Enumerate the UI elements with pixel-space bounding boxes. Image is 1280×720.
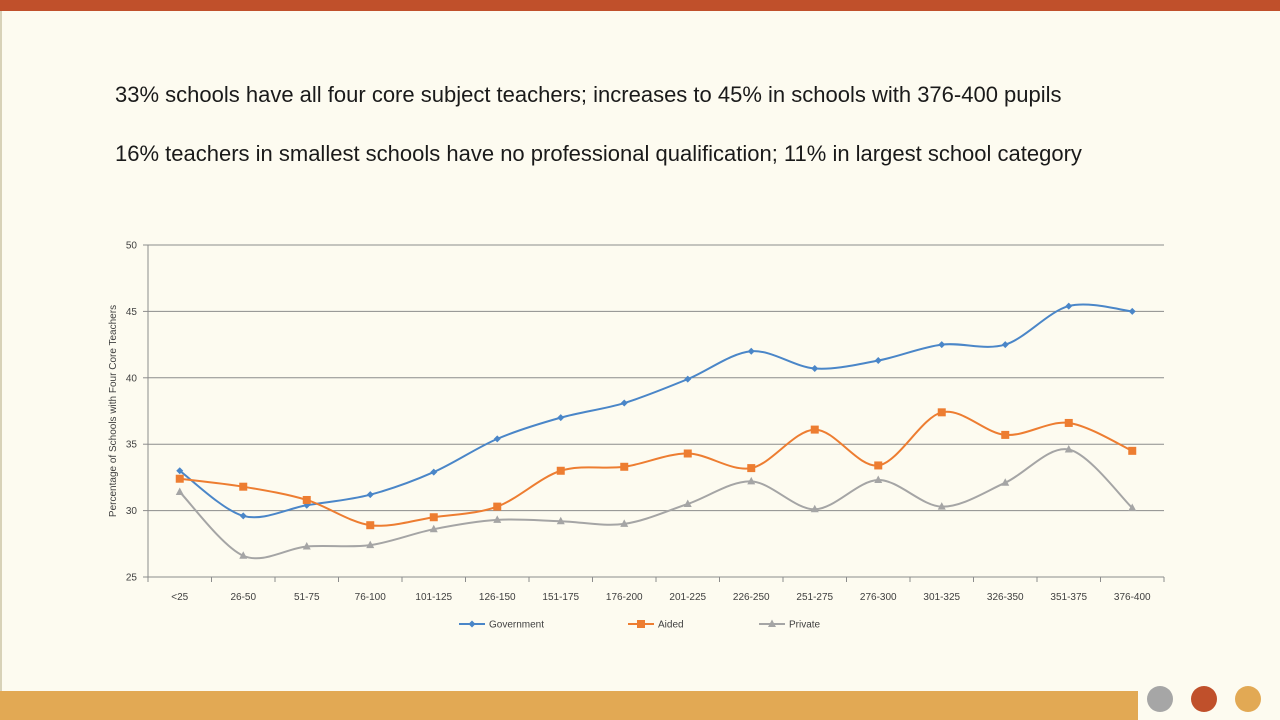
legend-label-private: Private bbox=[789, 620, 821, 631]
legend-swatch-marker bbox=[637, 620, 645, 628]
x-tick-label: 76-100 bbox=[355, 592, 387, 603]
x-tick-label: 101-125 bbox=[415, 592, 452, 603]
data-point-private bbox=[1001, 478, 1010, 486]
data-point-aided bbox=[1128, 446, 1137, 455]
legend-label-aided: Aided bbox=[658, 620, 684, 631]
data-point-government bbox=[684, 375, 692, 383]
data-point-government bbox=[747, 347, 755, 355]
series-line-aided bbox=[179, 410, 1133, 527]
data-point-aided bbox=[366, 521, 375, 530]
data-point-government bbox=[430, 468, 438, 476]
x-tick-label: 176-200 bbox=[606, 592, 643, 603]
data-point-government bbox=[811, 365, 819, 373]
data-point-government bbox=[1128, 307, 1136, 315]
x-tick-label: 351-375 bbox=[1050, 592, 1087, 603]
top-accent-bar bbox=[0, 0, 1280, 11]
data-point-aided bbox=[1001, 430, 1010, 439]
data-point-private bbox=[556, 516, 565, 525]
x-tick-label: 151-175 bbox=[542, 592, 579, 603]
data-point-government bbox=[176, 467, 184, 475]
legend-label-government: Government bbox=[489, 620, 544, 631]
x-tick-label: <25 bbox=[171, 592, 188, 603]
data-point-government bbox=[239, 512, 247, 520]
y-axis-label: Percentage of Schools with Four Core Tea… bbox=[108, 305, 119, 517]
headline-qualification: 16% teachers in smallest schools have no… bbox=[115, 141, 1082, 166]
nav-dot-gray bbox=[1147, 686, 1173, 712]
legend-swatch-marker bbox=[468, 620, 476, 628]
legend-item-aided: Aided bbox=[628, 620, 684, 631]
x-tick-label: 326-350 bbox=[987, 592, 1024, 603]
data-point-private bbox=[1128, 503, 1137, 511]
data-point-government bbox=[874, 357, 882, 365]
y-tick-label: 30 bbox=[126, 506, 138, 517]
series-line-government bbox=[179, 303, 1133, 519]
x-tick-label: 276-300 bbox=[860, 592, 897, 603]
x-tick-label: 301-325 bbox=[923, 592, 960, 603]
y-tick-label: 40 bbox=[126, 373, 138, 384]
data-point-aided bbox=[937, 408, 946, 417]
series-lines bbox=[175, 302, 1137, 560]
data-point-private bbox=[429, 524, 438, 533]
data-point-government bbox=[557, 414, 565, 422]
nav-dot-orange bbox=[1235, 686, 1261, 712]
data-point-government bbox=[938, 341, 946, 349]
series-line-private bbox=[179, 448, 1133, 560]
y-tick-label: 50 bbox=[126, 241, 138, 252]
data-point-private bbox=[620, 519, 629, 527]
nav-dot-red bbox=[1191, 686, 1217, 712]
legend-item-government: Government bbox=[459, 620, 544, 631]
y-tick-label: 45 bbox=[126, 307, 138, 318]
y-tick-label: 35 bbox=[126, 440, 138, 451]
y-tick-label: 25 bbox=[126, 573, 138, 584]
data-point-private bbox=[366, 540, 375, 549]
data-point-aided bbox=[620, 462, 629, 471]
x-tick-label: 51-75 bbox=[294, 592, 320, 603]
data-point-aided bbox=[747, 464, 756, 473]
x-tick-label: 251-275 bbox=[796, 592, 833, 603]
series-government bbox=[176, 302, 1136, 520]
data-point-private bbox=[874, 475, 883, 484]
data-point-private bbox=[175, 487, 184, 496]
data-point-private bbox=[1064, 445, 1073, 453]
data-point-private bbox=[747, 476, 756, 485]
data-point-private bbox=[302, 541, 311, 550]
x-tick-label: 226-250 bbox=[733, 592, 770, 603]
x-tick-label: 126-150 bbox=[479, 592, 516, 603]
data-point-aided bbox=[683, 449, 692, 458]
data-point-aided bbox=[239, 482, 248, 491]
data-point-aided bbox=[429, 513, 438, 522]
legend: Government Aided Private bbox=[459, 619, 821, 631]
data-point-government bbox=[1065, 302, 1073, 310]
data-point-private bbox=[493, 515, 502, 523]
data-point-aided bbox=[1064, 418, 1073, 427]
x-tick-label: 376-400 bbox=[1114, 592, 1151, 603]
gridlines bbox=[148, 244, 1164, 578]
axes: 25 30 35 40 45 50 <25 26-50 51-75 76-100 101-125 12… bbox=[126, 241, 1165, 603]
data-point-government bbox=[493, 435, 501, 443]
data-point-government bbox=[1001, 341, 1009, 349]
data-point-aided bbox=[175, 474, 184, 483]
data-point-private bbox=[683, 499, 692, 507]
left-border-line bbox=[0, 11, 2, 691]
data-point-aided bbox=[874, 461, 883, 470]
legend-swatch-marker bbox=[768, 619, 776, 627]
x-tick-label: 26-50 bbox=[230, 592, 256, 603]
headline-core-teachers: 33% schools have all four core subject t… bbox=[115, 82, 1062, 107]
bottom-accent-bar bbox=[0, 691, 1138, 720]
data-point-government bbox=[366, 491, 374, 499]
data-point-private bbox=[810, 504, 819, 513]
data-point-aided bbox=[556, 466, 565, 475]
x-tick-label: 201-225 bbox=[669, 592, 706, 603]
data-point-aided bbox=[493, 502, 502, 511]
series-aided bbox=[175, 408, 1137, 530]
data-point-private bbox=[937, 502, 946, 510]
series-private bbox=[175, 445, 1137, 560]
data-point-private bbox=[239, 551, 248, 559]
data-point-aided bbox=[302, 495, 311, 504]
data-point-government bbox=[620, 399, 628, 407]
legend-item-private: Private bbox=[759, 619, 821, 631]
data-point-aided bbox=[810, 425, 819, 434]
